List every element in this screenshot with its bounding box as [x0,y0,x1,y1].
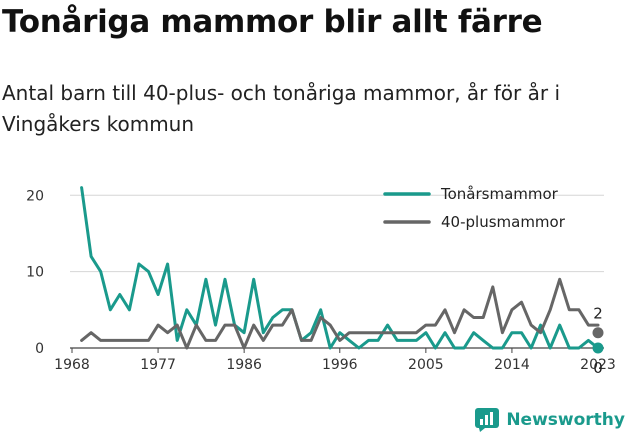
legend-label: Tonårsmammor [440,185,559,203]
x-tick-label: 1968 [54,357,90,373]
newsworthy-logo-text: Newsworthy [506,410,625,430]
end-value-label: 2 [593,305,603,323]
y-tick-label: 10 [26,265,44,281]
x-tick-label: 1977 [140,357,176,373]
x-tick-label: 2023 [580,357,616,373]
chart-subtitle: Antal barn till 40-plus- och tonåriga ma… [2,81,561,136]
series-line-ton-rsmammor [80,186,600,350]
x-tick-label: 2005 [408,357,444,373]
y-tick-label: 20 [26,188,44,204]
x-tick-label: 1996 [322,357,358,373]
end-value-label: 0 [593,359,603,377]
series-line-40-plusmammor [80,277,600,350]
end-point-marker [592,327,604,339]
chart-title: Tonåriga mammor blir allt färre [2,4,543,40]
x-tick-label: 1986 [226,357,262,373]
newsworthy-logo-icon [475,408,500,432]
x-tick-label: 2014 [494,357,530,373]
legend-label: 40-plusmammor [441,213,566,231]
end-point-marker [592,342,604,354]
newsworthy-logo: Newsworthy [474,407,625,433]
y-tick-label: 0 [35,341,44,357]
